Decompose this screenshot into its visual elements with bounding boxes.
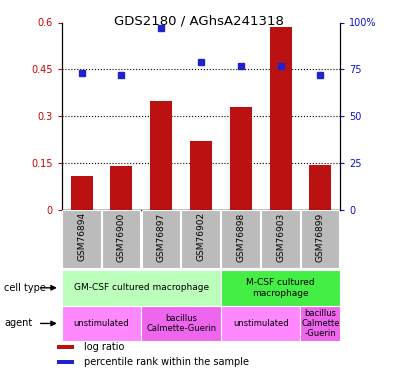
Text: cell type: cell type	[4, 283, 46, 293]
Bar	[261, 210, 300, 268]
Bar	[181, 210, 220, 268]
Bar	[310, 165, 332, 210]
Text: GDS2180 / AGhsA241318: GDS2180 / AGhsA241318	[114, 15, 284, 28]
Bar	[301, 210, 339, 268]
Text: GSM76903: GSM76903	[276, 212, 285, 262]
Bar	[141, 306, 221, 341]
Bar	[300, 306, 340, 341]
Text: GM-CSF cultured macrophage: GM-CSF cultured macrophage	[74, 284, 209, 292]
Bar	[270, 27, 291, 210]
Text: GSM76897: GSM76897	[157, 212, 166, 262]
Text: unstimulated: unstimulated	[233, 319, 289, 328]
Text: GSM76894: GSM76894	[77, 212, 86, 261]
Bar	[142, 210, 180, 268]
Bar	[71, 176, 92, 210]
Bar	[111, 166, 132, 210]
Bar	[221, 306, 300, 341]
Bar	[62, 270, 221, 306]
Text: bacillus
Calmette-Guerin: bacillus Calmette-Guerin	[146, 314, 216, 333]
Bar	[190, 141, 212, 210]
Text: unstimulated: unstimulated	[74, 319, 129, 328]
Text: GSM76900: GSM76900	[117, 212, 126, 262]
Bar	[62, 306, 141, 341]
Bar	[150, 100, 172, 210]
Bar	[221, 210, 260, 268]
Text: GSM76899: GSM76899	[316, 212, 325, 262]
Bar	[57, 360, 74, 364]
Text: agent: agent	[4, 318, 32, 328]
Text: log ratio: log ratio	[84, 342, 125, 352]
Text: GSM76902: GSM76902	[197, 212, 205, 261]
Text: percentile rank within the sample: percentile rank within the sample	[84, 357, 249, 367]
Bar	[62, 210, 101, 268]
Bar	[102, 210, 140, 268]
Text: bacillus
Calmette
-Guerin: bacillus Calmette -Guerin	[301, 309, 339, 338]
Bar	[57, 345, 74, 349]
Bar	[230, 107, 252, 210]
Bar	[221, 270, 340, 306]
Text: GSM76898: GSM76898	[236, 212, 245, 262]
Text: M-CSF cultured
macrophage: M-CSF cultured macrophage	[246, 278, 315, 297]
